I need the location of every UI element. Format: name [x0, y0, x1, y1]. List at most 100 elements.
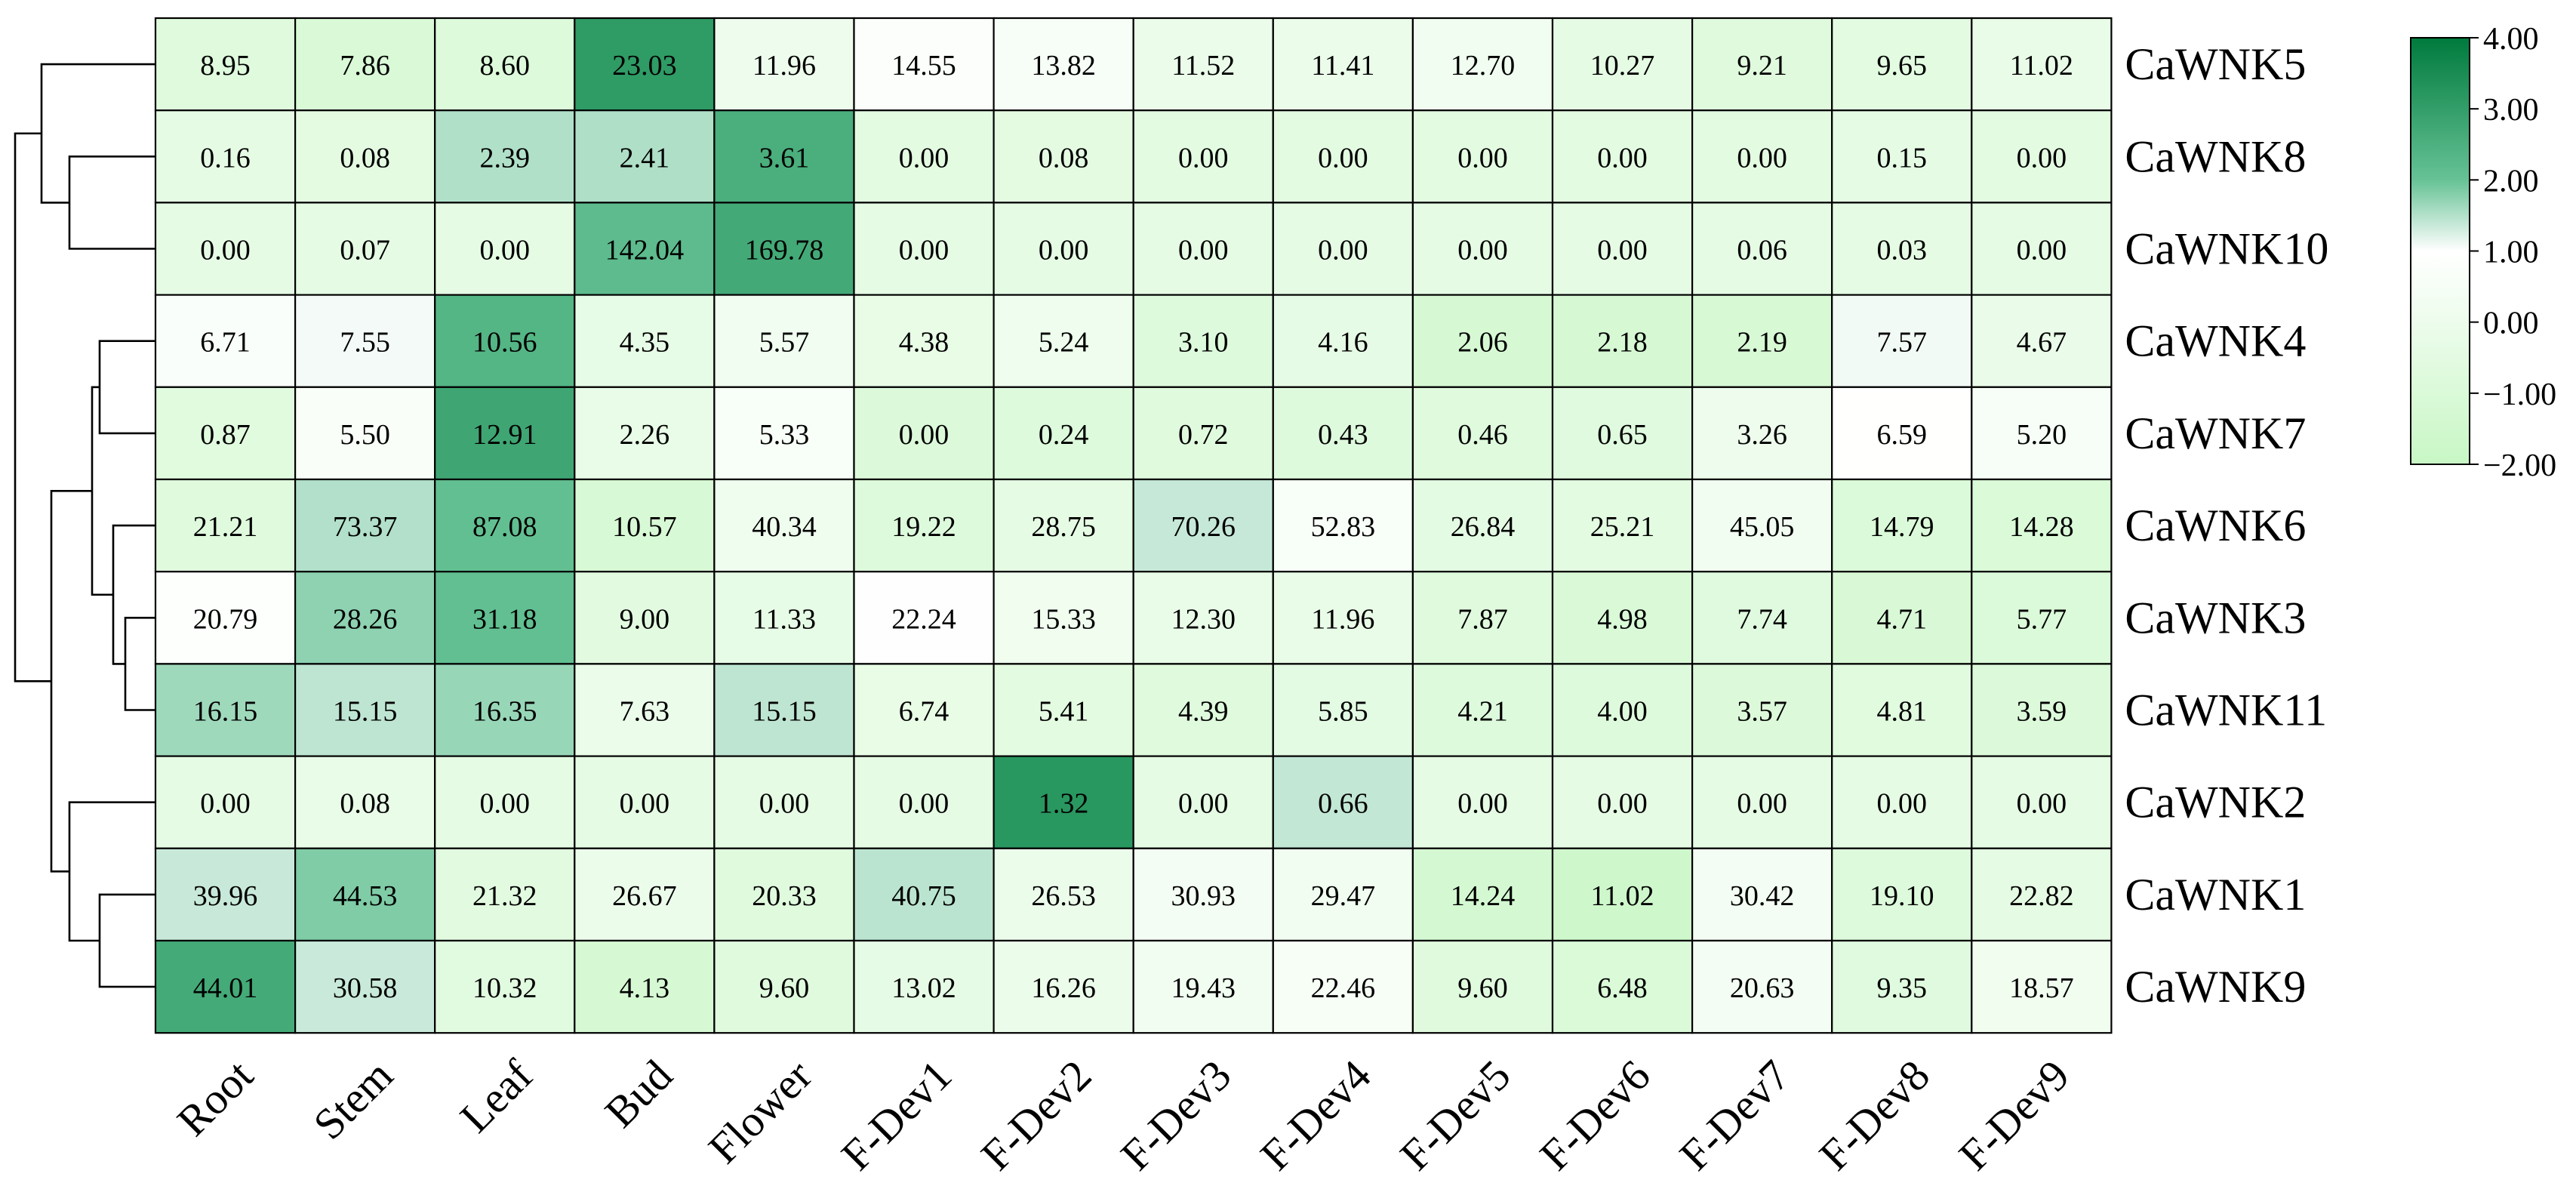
cell-value-label: 0.43: [1318, 419, 1368, 451]
color-scale-tick-label: 3.00: [2483, 93, 2539, 128]
cell-value-label: 5.41: [1039, 696, 1089, 728]
cell-value-label: 87.08: [472, 511, 537, 543]
cell-value-label: 0.00: [480, 788, 531, 820]
cell-value-label: 0.00: [1178, 788, 1229, 820]
cell-value-label: 11.02: [1591, 880, 1654, 912]
heatmap-cell: [294, 847, 436, 942]
dendrogram-link: [112, 524, 155, 665]
heatmap-cell: [853, 939, 995, 1034]
heatmap-cell: [1132, 109, 1274, 204]
cell-value-label: 20.79: [193, 603, 258, 635]
cell-value-label: 0.46: [1457, 419, 1508, 451]
column-labels: Root Stem Leaf Bud Flower F-Dev1 F-Dev2 F-Dev3 F…: [168, 1050, 2079, 1180]
cell-value-label: 7.55: [340, 327, 390, 359]
cell-value-label: 39.96: [193, 880, 258, 912]
heatmap-cell: [434, 571, 576, 665]
cell-value-label: 29.47: [1311, 880, 1376, 912]
cell-value-label: 0.00: [2017, 235, 2067, 266]
cell-value-label: 22.82: [2009, 880, 2074, 912]
heatmap-cell: [1551, 571, 1694, 665]
heatmap-cell: [434, 755, 576, 849]
column-label: Leaf: [451, 1050, 543, 1142]
dendrogram-link: [68, 156, 155, 250]
cell-value-label: 52.83: [1311, 511, 1376, 543]
heatmap-cell: [853, 478, 995, 573]
cell-value-label: 0.07: [340, 235, 390, 266]
cell-value-label: 16.15: [193, 696, 258, 728]
cell-value-label: 12.30: [1171, 603, 1236, 635]
heatmap-cell: [993, 571, 1134, 665]
cell-value-label: 22.46: [1311, 972, 1376, 1004]
cell-value-label: 21.32: [472, 880, 537, 912]
cell-value-label: 14.28: [2009, 511, 2074, 543]
heatmap-cell: [1971, 755, 2113, 849]
heatmap-cell: [1971, 663, 2113, 757]
cell-value-label: 3.61: [759, 142, 810, 174]
cell-value-label: 2.26: [620, 419, 670, 451]
cell-value-label: 0.00: [1178, 142, 1229, 174]
heatmap-cell: [1551, 755, 1694, 849]
heatmap-cell: [1831, 294, 1973, 388]
heatmap-cell: [574, 847, 716, 942]
heatmap-cell: [713, 939, 855, 1034]
cell-value-label: 0.00: [200, 788, 251, 820]
cell-value-label: 0.08: [340, 142, 390, 174]
dendrogram-link: [98, 340, 155, 435]
cell-value-label: 31.18: [472, 603, 537, 635]
dendrogram-link: [14, 132, 51, 682]
heatmap-cell: [1691, 847, 1833, 942]
row-label: CaWNK8: [2125, 131, 2306, 181]
cell-value-label: 11.52: [1171, 50, 1235, 82]
cell-value-label: 7.57: [1877, 327, 1928, 359]
cell-value-label: 1.32: [1039, 788, 1089, 820]
cell-value-label: 9.21: [1737, 50, 1787, 82]
heatmap-cell: [154, 755, 297, 849]
heatmap-cell: [713, 571, 855, 665]
heatmap-cells: [154, 17, 2113, 1034]
cell-value-label: 0.00: [1318, 142, 1368, 174]
cell-value-label: 0.00: [1178, 235, 1229, 266]
cell-value-label: 10.27: [1590, 50, 1655, 82]
cell-value-label: 7.74: [1737, 603, 1787, 635]
heatmap-cell: [853, 755, 995, 849]
heatmap-cell: [1971, 294, 2113, 388]
cell-value-label: 5.77: [2017, 603, 2067, 635]
cell-value-label: 0.87: [200, 419, 251, 451]
heatmap-cell: [1132, 571, 1274, 665]
cell-value-label: 4.39: [1178, 696, 1229, 728]
heatmap-cell: [1411, 386, 1554, 481]
row-labels: CaWNK5 CaWNK8 CaWNK10 CaWNK4 CaWNK7 CaWNK6 CaW…: [2125, 39, 2328, 1012]
heatmap-cell: [993, 478, 1134, 573]
cell-value-label: 11.41: [1311, 50, 1374, 82]
heatmap-cell: [434, 386, 576, 481]
cell-value-label: 0.00: [1457, 142, 1508, 174]
heatmap-cell: [434, 202, 576, 296]
heatmap-cell: [713, 478, 855, 573]
heatmap-cell: [574, 663, 716, 757]
cell-value-label: 13.02: [891, 972, 956, 1004]
heatmap-cell: [1551, 294, 1694, 388]
cell-value-label: 4.21: [1457, 696, 1508, 728]
cell-value-label: 8.95: [200, 50, 251, 82]
heatmap-cell: [1132, 847, 1274, 942]
heatmap-cell: [993, 294, 1134, 388]
cell-value-label: 19.43: [1171, 972, 1236, 1004]
cell-value-label: 2.18: [1597, 327, 1648, 359]
cell-value-label: 6.59: [1877, 419, 1928, 451]
cell-value-label: 0.00: [1877, 788, 1928, 820]
cell-value-label: 0.66: [1318, 788, 1368, 820]
heatmap-cell: [1272, 202, 1414, 296]
cell-value-label: 0.00: [620, 788, 670, 820]
heatmap-cell: [1831, 386, 1973, 481]
dendrogram-link: [40, 63, 155, 204]
cell-value-label: 6.71: [200, 327, 251, 359]
cell-value-label: 9.60: [759, 972, 810, 1004]
heatmap-cell: [574, 294, 716, 388]
heatmap-cell: [1132, 386, 1274, 481]
cell-value-label: 44.01: [193, 972, 258, 1004]
heatmap-cell: [1691, 663, 1833, 757]
cell-value-label: 16.35: [472, 696, 537, 728]
heatmap-cell: [154, 663, 297, 757]
cell-value-label: 16.26: [1031, 972, 1096, 1004]
heatmap-cell: [713, 109, 855, 204]
